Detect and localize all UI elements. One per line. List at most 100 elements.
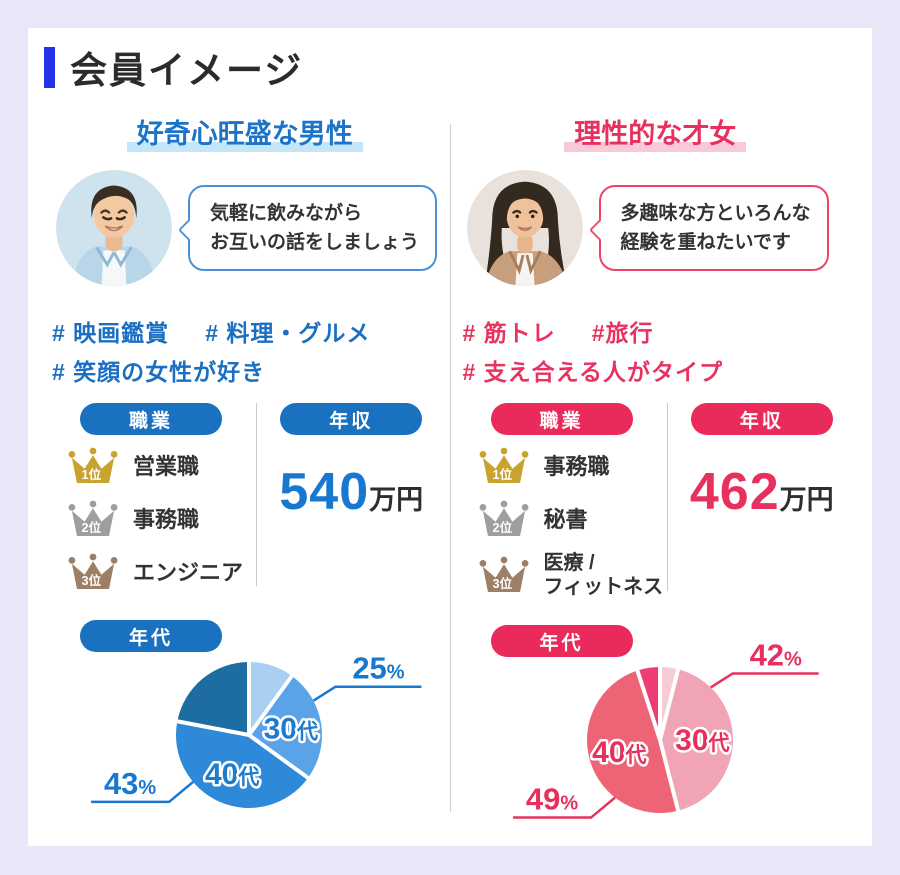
page-header: 会員イメージ (40, 38, 860, 94)
pie-slice-label: 40代 (205, 758, 259, 791)
pie-slice-separator (657, 739, 680, 813)
profile-title-male: 好奇心旺盛な男性 (44, 112, 446, 152)
occupation-block-female: 職業 1位 事務職 (455, 403, 667, 599)
age-badge-male: 年代 (80, 620, 222, 652)
income-unit: 万円 (779, 485, 834, 515)
crown-bronze-icon: 3位 (68, 553, 118, 590)
page-title: 会員イメージ (70, 50, 304, 91)
occupation-rank-1: 1位 事務職 (477, 446, 667, 488)
pie-slice (659, 669, 733, 811)
pie-slice-separator (634, 669, 662, 741)
pie-callout-line (312, 685, 422, 702)
pie-slice (176, 721, 309, 808)
occupation-badge: 職業 (490, 403, 633, 435)
occupation-rank-3: 3位 医療 / フィットネス (477, 552, 667, 599)
pie-callout-line (512, 796, 616, 819)
income-block-female: 年収 462万円 (668, 403, 857, 599)
pie-slice-separator (247, 673, 295, 737)
title-accent-bar (44, 46, 55, 88)
male-avatar-photo (56, 170, 172, 286)
pie-slice-label: 30代 (675, 724, 729, 757)
speech-bubble-male: 気軽に飲みながら お互いの話をしましょう (188, 184, 438, 272)
pie-callout-label: 43% (104, 766, 156, 801)
occupation-rank-1: 1位 営業職 (66, 446, 256, 488)
occupation-rank-3: 3位 エンジニア (66, 552, 256, 594)
bubble-line-1: 気軽に飲みながら (210, 202, 363, 224)
income-number: 462 (689, 463, 780, 521)
pie-callout-line (91, 780, 194, 804)
hashtag: #旅行 (591, 319, 654, 346)
income-block-male: 年収 540万円 (257, 403, 446, 594)
svg-text:1位: 1位 (81, 467, 101, 482)
occupation-label: 事務職 (543, 454, 610, 480)
stats-male: 職業 1位 営業職 (44, 403, 446, 594)
pie-callout-label: 42% (749, 643, 801, 672)
income-badge: 年収 (280, 403, 423, 435)
profile-columns: 好奇心旺盛な男性 (40, 98, 860, 828)
occupation-label: 営業職 (133, 454, 200, 480)
profile-male: 好奇心旺盛な男性 (40, 98, 450, 828)
crown-silver-icon: 2位 (479, 500, 528, 537)
pie-slice-separator (175, 719, 250, 737)
avatar-row-male: 気軽に飲みながら お互いの話をしましょう (44, 167, 446, 289)
svg-text:2位: 2位 (492, 520, 512, 535)
pie-callout-line (709, 672, 819, 689)
age-badge-female: 年代 (490, 625, 633, 658)
svg-text:1位: 1位 (492, 467, 512, 482)
hashtag: # 料理・グルメ (205, 319, 371, 346)
pie-slice-label: 40代 (592, 736, 646, 769)
income-unit: 万円 (369, 485, 424, 515)
bubble-line-2: 経験を重ねたいです (620, 232, 791, 253)
profile-female: 理性的な才女 (451, 98, 861, 828)
pie-callout-label: 25% (352, 651, 404, 686)
hashtag: # 支え合える人がタイプ (462, 358, 723, 385)
pie-slice (249, 675, 322, 778)
occupation-rank-2: 2位 秘書 (477, 499, 667, 541)
crown-silver-icon: 2位 (68, 500, 118, 537)
occupation-badge: 職業 (80, 403, 222, 435)
age-pie-chart-female: 30代 40代 42% 49% (512, 643, 819, 819)
occupation-block-male: 職業 1位 営業職 (44, 403, 256, 594)
crown-bronze-icon: 3位 (479, 556, 528, 592)
svg-text:3位: 3位 (81, 573, 101, 588)
male-avatar-illustration (56, 170, 172, 286)
hashtags-female: # 筋トレ #旅行 # 支え合える人がタイプ (455, 311, 857, 389)
pie-callout-label: 49% (525, 782, 577, 817)
occupation-label: 事務職 (133, 507, 200, 533)
income-value-female: 462万円 (690, 462, 834, 522)
bubble-line-1: 多趣味な方といろんな (620, 202, 811, 224)
hashtag: # 笑顔の女性が好き (52, 358, 266, 385)
hashtags-male: # 映画鑑賞 # 料理・グルメ # 笑顔の女性が好き (44, 311, 446, 389)
stats-female: 職業 1位 事務職 (455, 403, 857, 599)
crown-gold-icon: 1位 (68, 447, 118, 484)
female-avatar-photo (466, 170, 583, 286)
avatar-row-female: 多趣味な方といろんな 経験を重ねたいです (455, 167, 857, 289)
occupation-label: 医療 / フィットネス (543, 552, 664, 598)
female-avatar-illustration (466, 170, 583, 286)
column-divider (449, 124, 451, 813)
pie-slice-separator (247, 733, 311, 781)
occupation-label: 秘書 (543, 507, 588, 533)
profile-title-female: 理性的な才女 (455, 112, 857, 152)
occupation-rank-2: 2位 事務職 (66, 499, 256, 541)
crown-gold-icon: 1位 (479, 447, 528, 484)
pie-slice-label: 30代 (264, 712, 318, 745)
income-number: 540 (279, 463, 370, 521)
stats-divider (256, 403, 257, 586)
pie-slice (586, 670, 678, 814)
pie-slice (249, 662, 292, 735)
hashtag: # 映画鑑賞 (52, 319, 170, 346)
income-badge: 年収 (690, 403, 833, 435)
stats-divider (666, 403, 668, 592)
pie-slice (177, 662, 249, 735)
pie-slice-separator (657, 668, 680, 741)
svg-text:2位: 2位 (81, 520, 101, 535)
bubble-line-2: お互いの話をしましょう (210, 232, 420, 253)
svg-text:3位: 3位 (492, 575, 512, 590)
speech-bubble-female: 多趣味な方といろんな 経験を重ねたいです (598, 184, 829, 272)
hashtag: # 筋トレ (462, 319, 556, 346)
content-panel: 会員イメージ 好奇心旺盛な男性 (28, 28, 872, 846)
occupation-label: エンジニア (133, 560, 244, 586)
